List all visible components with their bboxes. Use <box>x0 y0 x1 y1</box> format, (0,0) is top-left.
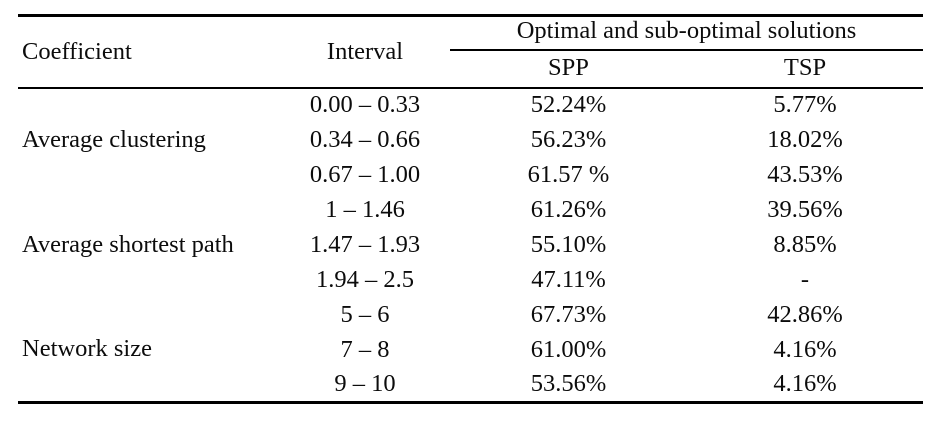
tsp-value-cell: 8.85% <box>773 230 837 258</box>
table-row: Average shortest path 1 – 1.46 61.26% 39… <box>18 193 923 257</box>
tsp-value-cell: 4.16% <box>773 335 837 363</box>
tsp-value-cell: 18.02% <box>767 125 843 153</box>
interval-cell: 9 – 10 <box>334 370 396 397</box>
column-header-tsp: TSP <box>687 49 923 89</box>
table-row: 0.67 – 1.00 61.57 % 43.53% <box>18 158 923 193</box>
tsp-value-cell: 4.16% <box>773 370 837 397</box>
table-row: 9 – 10 53.56% 4.16% <box>18 368 923 403</box>
table-row: Average clustering 0.00 – 0.33 52.24% 5.… <box>18 88 923 153</box>
table-row: 1.47 – 1.93 55.10% 8.85% <box>18 228 923 263</box>
tsp-value-cell: 43.53% <box>767 160 843 188</box>
tsp-value-cell: 5.77% <box>773 91 837 119</box>
table-body: Average clustering 0.00 – 0.33 52.24% 5.… <box>18 88 923 403</box>
spp-value-cell: 56.23% <box>530 125 607 153</box>
spp-value-cell: 67.73% <box>530 300 607 328</box>
table-row: 0.34 – 0.66 56.23% 18.02% <box>18 123 923 158</box>
column-header-interval: Interval <box>326 37 404 65</box>
spp-value-cell: 61.00% <box>530 335 607 363</box>
coefficient-label-network-size: Network size <box>22 335 152 362</box>
interval-cell: 0.67 – 1.00 <box>309 160 421 188</box>
spp-value-cell: 53.56% <box>530 370 607 397</box>
table-row: 7 – 8 61.00% 4.16% <box>18 333 923 368</box>
coefficient-label-average-shortest-path: Average shortest path <box>22 230 234 258</box>
coefficient-label-average-clustering: Average clustering <box>22 126 206 154</box>
spp-value-cell: 61.26% <box>530 195 607 223</box>
column-group-header-solutions: Optimal and sub-optimal solutions <box>450 15 923 51</box>
table-header: Coefficient Interval Optimal and sub-opt… <box>18 15 923 89</box>
spp-value-cell: 47.11% <box>531 265 606 293</box>
header-row-subcolumns: SPP TSP <box>18 49 923 89</box>
column-header-spp: SPP <box>450 49 687 89</box>
spp-value-cell: 52.24% <box>530 91 607 119</box>
spp-value-cell: 61.57 % <box>527 160 610 188</box>
table-row: Network size 5 – 6 67.73% 42.86% <box>18 298 923 361</box>
interval-cell: 0.00 – 0.33 <box>309 91 421 119</box>
tsp-value-cell: 39.56% <box>767 195 843 223</box>
interval-cell: 1.94 – 2.5 <box>316 265 414 293</box>
interval-cell: 0.34 – 0.66 <box>309 125 421 153</box>
spp-value-cell: 55.10% <box>530 230 607 258</box>
table-row: 1.94 – 2.5 47.11% - <box>18 263 923 298</box>
results-table: Coefficient Interval Optimal and sub-opt… <box>18 14 923 404</box>
interval-cell: 5 – 6 <box>340 300 390 328</box>
tsp-value-cell: - <box>800 265 810 293</box>
interval-cell: 1.47 – 1.93 <box>309 230 421 258</box>
interval-cell: 1 – 1.46 <box>325 195 405 223</box>
tsp-value-cell: 42.86% <box>767 300 843 328</box>
header-row-spanner: Coefficient Interval Optimal and sub-opt… <box>18 15 923 63</box>
interval-cell: 7 – 8 <box>340 335 390 363</box>
column-header-coefficient: Coefficient <box>22 37 132 65</box>
